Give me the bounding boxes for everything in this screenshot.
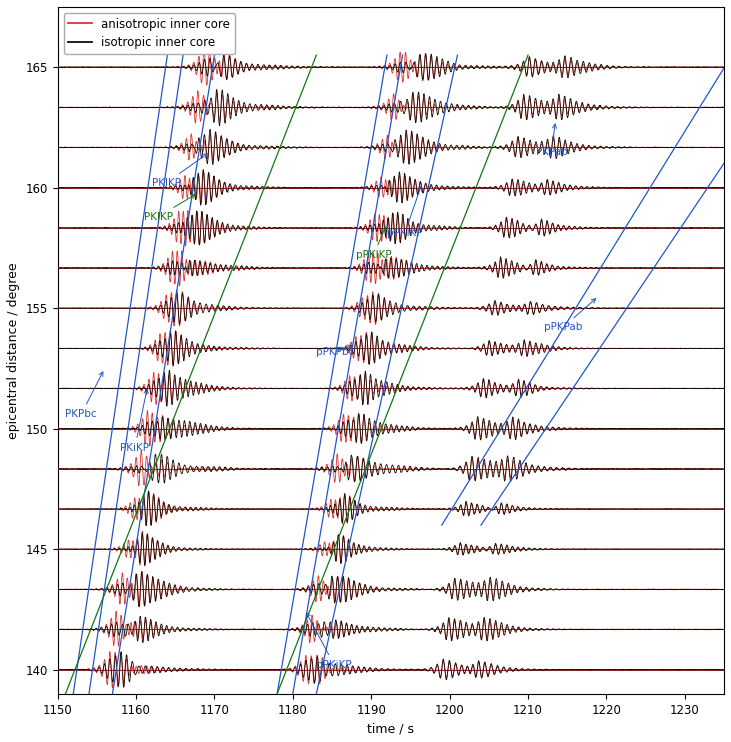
Text: pPKPbc: pPKPbc	[317, 345, 355, 357]
Text: PKPab: PKPab	[536, 124, 568, 157]
X-axis label: time / s: time / s	[367, 722, 414, 735]
Text: pPKiKP: pPKiKP	[306, 613, 352, 670]
Text: PKPbc: PKPbc	[66, 372, 103, 419]
Text: PKIKP: PKIKP	[152, 154, 208, 188]
Text: pPKPab: pPKPab	[544, 299, 596, 332]
Legend: anisotropic inner core, isotropic inner core: anisotropic inner core, isotropic inner …	[64, 13, 235, 54]
Text: pPKIKP: pPKIKP	[387, 186, 423, 238]
Text: PKiKP: PKiKP	[121, 389, 149, 453]
Text: pPKIKP: pPKIKP	[355, 227, 391, 260]
Text: PKIKP: PKIKP	[144, 194, 195, 222]
Y-axis label: epicentral distance / degree: epicentral distance / degree	[7, 262, 20, 439]
